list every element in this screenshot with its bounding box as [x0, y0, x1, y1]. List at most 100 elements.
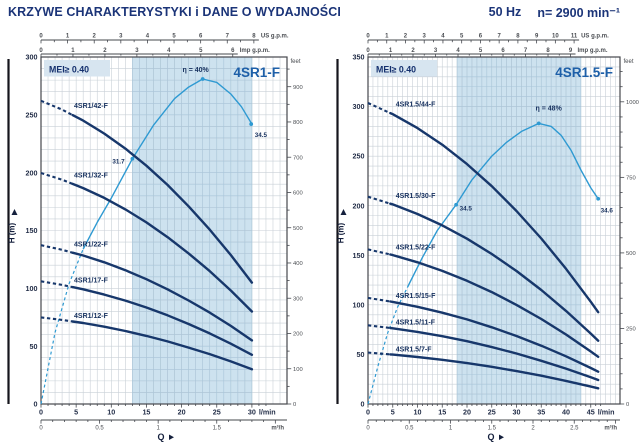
lmin-tick: 5 — [74, 408, 78, 417]
feet-tick: 0 — [626, 402, 629, 408]
lmin-tick: 20 — [463, 408, 471, 417]
us-gpm-tick: 0 — [39, 34, 43, 40]
lmin-tick: 30 — [513, 408, 521, 417]
curve-label: 4SR1.5/30-F — [396, 193, 436, 200]
pump-curve-4SR1.5/15-F — [367, 296, 600, 373]
mei-box — [44, 60, 110, 77]
m3h-tick: 1.5 — [488, 426, 497, 432]
frequency-label: 50 Hz — [488, 5, 522, 19]
m3h-tick: 1.5 — [213, 426, 222, 432]
feet-tick: 300 — [293, 296, 303, 302]
us-gpm-tick: 9 — [535, 34, 539, 40]
us-gpm-tick: 1 — [66, 34, 70, 40]
lmin-tick: 45 — [587, 408, 595, 417]
efficiency-marker — [454, 202, 459, 207]
feet-tick: 500 — [293, 226, 303, 232]
pump-curve-4SR1.5/11-F — [367, 324, 600, 382]
lmin-axis: 0 5 10 15 20 25 30 35 40 45 l/min — [366, 404, 615, 417]
pump-curve-4SR1.5/30-F — [367, 195, 600, 342]
imp-gpm-tick: 0 — [366, 48, 370, 54]
h-tick: 100 — [353, 300, 365, 309]
pump-curve-4SR1/32-F — [40, 171, 254, 313]
us-gpm-tick: 7 — [226, 34, 230, 40]
chart-title: 4SR1.5-F — [555, 65, 613, 80]
m3h-tick: 2.5 — [570, 426, 579, 432]
feet-tick: 900 — [293, 85, 303, 91]
h-tick: 150 — [353, 251, 365, 260]
h-tick: 300 — [26, 53, 38, 62]
mei-label: MEI≥ 0.40 — [376, 65, 416, 75]
lmin-tick: 25 — [488, 408, 496, 417]
us-gpm-tick: 5 — [172, 34, 176, 40]
h-tick: 200 — [353, 201, 365, 210]
plot-border — [40, 56, 288, 405]
h-axis-arrow-icon — [11, 209, 18, 215]
page-header: KRZYWE CHARAKTERYSTYKI i DANE O WYDAJNOŚ… — [0, 0, 640, 20]
feet-tick: 800 — [293, 120, 303, 126]
m3h-tick: 0.5 — [95, 426, 104, 432]
h-tick: 200 — [26, 168, 38, 177]
lmin-tick: 35 — [537, 408, 545, 417]
us-gpm-unit: US g.p.m. — [581, 34, 609, 40]
q-axis-title: Q — [157, 432, 164, 442]
lmin-unit: l/min — [259, 408, 276, 417]
feet-tick: 200 — [293, 332, 303, 338]
curve-label: 4SR1.5/7-F — [396, 346, 433, 353]
m3h-tick: 0 — [39, 426, 43, 432]
feet-axis: 0 250 500 750 1000 feet — [620, 59, 639, 408]
motor-data: 50 Hz n= 2900 min⁻¹ — [489, 5, 620, 20]
h-tick: 0 — [361, 400, 365, 409]
h-tick: 300 — [353, 102, 365, 111]
h-tick: 150 — [26, 226, 38, 235]
us-gpm-tick: 1 — [385, 34, 389, 40]
us-gpm-tick: 8 — [516, 34, 520, 40]
us-gpm-axis: 0 1 2 3 4 5 6 7 8 9 10 11 US g.p.m. — [366, 34, 609, 44]
us-gpm-tick: 4 — [146, 34, 150, 40]
efficiency-value-label: η = 48% — [536, 106, 563, 113]
lmin-tick: 20 — [178, 408, 186, 417]
m3h-tick: 1 — [156, 426, 160, 432]
m3h-unit: m³/h — [271, 425, 284, 432]
imp-gpm-axis: 0 1 2 3 4 5 6 Imp g.p.m. — [39, 48, 270, 57]
lmin-tick: 10 — [107, 408, 115, 417]
h-tick: 250 — [353, 152, 365, 161]
lmin-tick: 15 — [438, 408, 446, 417]
feet-tick: 400 — [293, 261, 303, 267]
feet-unit: feet — [291, 59, 301, 65]
imp-gpm-axis: 0 1 2 3 4 5 6 7 8 9 Imp g.p.m. — [366, 48, 608, 57]
q-axis-arrow-icon — [499, 434, 504, 440]
imp-gpm-tick: 4 — [167, 48, 171, 54]
us-gpm-unit: US g.p.m. — [261, 34, 289, 40]
lmin-tick: 30 — [248, 408, 256, 417]
lmin-unit: l/min — [598, 408, 615, 417]
us-gpm-tick: 2 — [93, 34, 97, 40]
m3h-unit: m³/h — [604, 425, 617, 432]
lmin-tick: 0 — [39, 408, 43, 417]
us-gpm-tick: 6 — [199, 34, 203, 40]
curve-label: 4SR1/22-F — [74, 242, 109, 249]
feet-axis: 0 100 200 300 400 500 600 700 800 900 feet — [287, 59, 303, 408]
imp-gpm-tick: 2 — [103, 48, 107, 54]
imp-gpm-unit: Imp g.p.m. — [578, 48, 608, 54]
imp-gpm-tick: 3 — [135, 48, 139, 54]
h-tick: 50 — [357, 350, 365, 359]
feet-unit: feet — [624, 59, 634, 65]
efficiency-marker — [130, 156, 135, 161]
curve-label: 4SR1.5/15-F — [396, 293, 436, 300]
pump-curve-4SR1/42-F — [40, 99, 254, 284]
us-gpm-tick: 3 — [119, 34, 123, 40]
efficiency-marker — [249, 122, 254, 126]
efficiency-curve — [367, 121, 601, 405]
lmin-tick: 10 — [414, 408, 422, 417]
us-gpm-tick: 8 — [252, 34, 256, 40]
efficiency-marker — [596, 196, 601, 201]
imp-gpm-tick: 2 — [411, 48, 415, 54]
operating-range-band — [457, 57, 581, 404]
m3h-tick: 2 — [531, 426, 535, 432]
lmin-tick: 40 — [562, 408, 570, 417]
efficiency-marker — [536, 121, 541, 126]
feet-tick: 700 — [293, 155, 303, 161]
lmin-tick: 0 — [366, 408, 370, 417]
us-gpm-tick: 2 — [404, 34, 408, 40]
feet-tick: 250 — [626, 327, 636, 333]
